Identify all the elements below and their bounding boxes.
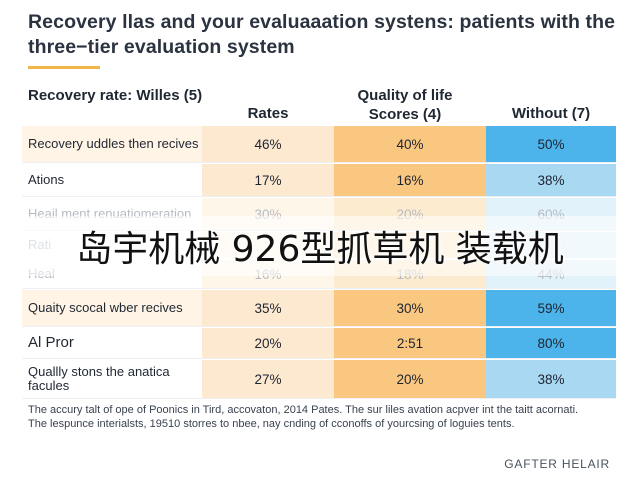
row-label: Quaity scocal wber recives (28, 300, 183, 315)
table-row: Quaity scocal wber recives 35% 30% 59% (22, 290, 616, 327)
table-row: Quallly stons the anatica facules 27% 20% 3… (22, 360, 616, 399)
without-cell: 38% (486, 360, 616, 398)
without-cell: 80% (486, 328, 616, 358)
without-cell: 50% (486, 126, 616, 162)
quality-cell: 2:51 (334, 328, 486, 358)
column-header-quality: Quality of life Scores (4) (357, 87, 453, 123)
rates-cell: 17% (202, 164, 334, 196)
row-label: Quallly stons the anatica facules (28, 364, 170, 393)
quality-cell: 16% (334, 164, 486, 196)
row-label: Recovery uddles then recives (28, 136, 199, 151)
without-cell: 59% (486, 290, 616, 326)
quality-cell: 40% (334, 126, 486, 162)
table-row: Recovery uddles then recives 46% 40% 50% (22, 126, 616, 163)
column-header-without: Without (7) (511, 105, 591, 122)
rates-cell: 20% (202, 328, 334, 358)
column-header-rates: Rates (247, 105, 289, 122)
watermark-overlay: 岛宇机械 926型抓草机 装载机 (0, 216, 640, 276)
table-row: Al Pror 20% 2:51 80% (22, 328, 616, 359)
brand-logo-text: GAFTER HELAIR (504, 457, 610, 471)
row-label: Al Pror (28, 334, 74, 351)
title-underline (28, 66, 100, 69)
chart-title: Recovery llas and your evaluaaation syst… (28, 11, 616, 58)
footnote: The accury talt of ope of Poonics in Tir… (28, 404, 579, 430)
column-header-label: Recovery rate: Willes (5) (28, 87, 203, 104)
table-row: Ations 17% 16% 38% (22, 164, 616, 197)
rates-cell: 27% (202, 360, 334, 398)
rates-cell: 35% (202, 290, 334, 326)
without-cell: 38% (486, 164, 616, 196)
row-label: Ations (28, 172, 65, 187)
quality-cell: 20% (334, 360, 486, 398)
rates-cell: 46% (202, 126, 334, 162)
quality-cell: 30% (334, 290, 486, 326)
